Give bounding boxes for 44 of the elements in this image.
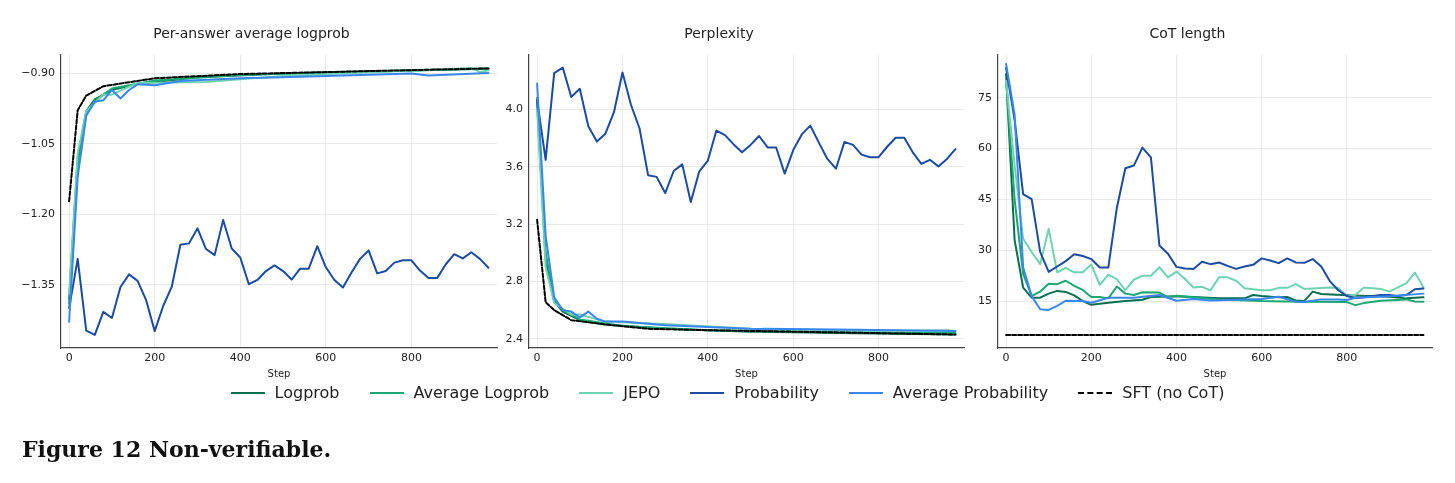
legend-label: Logprob — [274, 383, 340, 402]
x-tick-label: 200 — [1080, 351, 1102, 365]
legend-label: JEPO — [623, 383, 661, 402]
x-axis-title: Step — [1203, 367, 1227, 379]
y-tick-label: 75 — [978, 90, 992, 104]
x-tick-label: 200 — [611, 351, 633, 365]
legend-label: SFT (no CoT) — [1122, 383, 1225, 402]
x-tick-label: 600 — [315, 351, 337, 365]
x-tick-label: 400 — [697, 351, 719, 365]
x-tick-label: 600 — [782, 351, 804, 365]
x-tick-label: 200 — [144, 351, 166, 365]
x-tick-label: 800 — [868, 351, 890, 365]
x-tick-label: 0 — [65, 351, 73, 365]
chart-title: Per-answer average logprob — [153, 25, 350, 42]
y-tick-label: 60 — [978, 141, 992, 155]
x-tick-label: 800 — [400, 351, 422, 365]
x-tick-label: 0 — [1002, 351, 1010, 365]
line-series — [536, 218, 957, 336]
line-series — [68, 67, 490, 203]
y-tick-label: −0.90 — [21, 66, 55, 80]
y-tick-label: −1.05 — [21, 136, 55, 150]
x-tick-label: 0 — [533, 351, 541, 365]
y-tick-label: 2.8 — [505, 274, 523, 288]
y-tick-label: −1.20 — [21, 207, 55, 221]
y-tick-label: 4.0 — [505, 102, 523, 116]
legend-label: Average Probability — [892, 383, 1049, 402]
x-tick-label: 400 — [1165, 351, 1187, 365]
x-tick-label: 800 — [1336, 351, 1358, 365]
y-tick-label: 3.6 — [505, 159, 523, 173]
y-tick-label: 15 — [978, 293, 992, 307]
caption: Figure 12 Non-verifiable. — [22, 436, 332, 462]
x-axis-title: Step — [267, 367, 291, 379]
x-tick-label: 400 — [229, 351, 251, 365]
x-axis-title: Step — [735, 367, 758, 379]
y-tick-label: −1.35 — [21, 277, 55, 291]
chart-title: Perplexity — [684, 25, 754, 42]
y-tick-label: 45 — [978, 192, 992, 206]
legend-label: Average Logprob — [413, 383, 550, 402]
x-tick-label: 600 — [1251, 351, 1273, 365]
y-tick-label: 2.4 — [505, 331, 523, 345]
legend-label: Probability — [734, 383, 819, 402]
y-tick-label: 30 — [978, 243, 992, 257]
y-tick-label: 3.2 — [505, 216, 523, 230]
chart-title: CoT length — [1149, 25, 1226, 42]
